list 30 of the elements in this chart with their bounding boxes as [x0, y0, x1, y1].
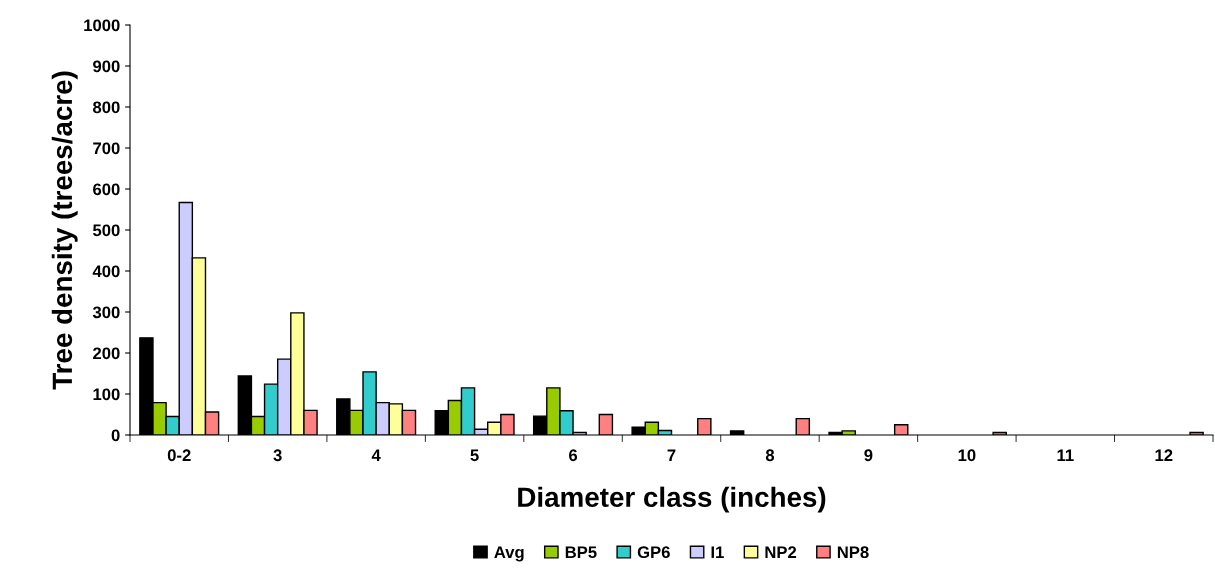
y-axis-title: Tree density (trees/acre) [51, 71, 78, 390]
x-tick-label: 10 [958, 449, 976, 462]
x-tick-label: 8 [765, 449, 775, 462]
x-tick-label: 0-2 [167, 449, 191, 462]
y-tick-label: 900 [93, 60, 120, 73]
y-tick-label: 800 [93, 101, 120, 114]
legend-label: BP5 [565, 546, 597, 559]
x-tick-label: 5 [470, 449, 479, 462]
y-tick-label: 500 [92, 224, 120, 237]
x-tick-label: 11 [1057, 449, 1074, 461]
y-tick-label: 600 [93, 183, 120, 196]
x-tick-label: 7 [667, 449, 676, 461]
legend-label: GP6 [637, 546, 670, 559]
legend-label: Avg [494, 546, 524, 562]
y-tick-label: 200 [93, 347, 120, 360]
legend-label: NP8 [837, 546, 869, 559]
y-tick-label: 700 [93, 142, 120, 155]
x-tick-label: 3 [273, 449, 282, 462]
x-tick-label: 12 [1155, 449, 1173, 461]
x-tick-label: 4 [371, 449, 381, 461]
legend-label: I1 [711, 546, 724, 558]
y-tick-label: 400 [92, 265, 120, 278]
x-axis-title: Diameter class (inches) [518, 486, 826, 513]
x-tick-label: 9 [864, 449, 873, 462]
y-tick-label: 100 [93, 388, 120, 401]
x-tick-label: 6 [569, 449, 578, 462]
y-tick-label: 1000 [84, 19, 120, 32]
legend-label: NP2 [765, 546, 797, 558]
y-tick-label: 0 [111, 429, 120, 442]
y-tick-label: 300 [92, 306, 120, 319]
